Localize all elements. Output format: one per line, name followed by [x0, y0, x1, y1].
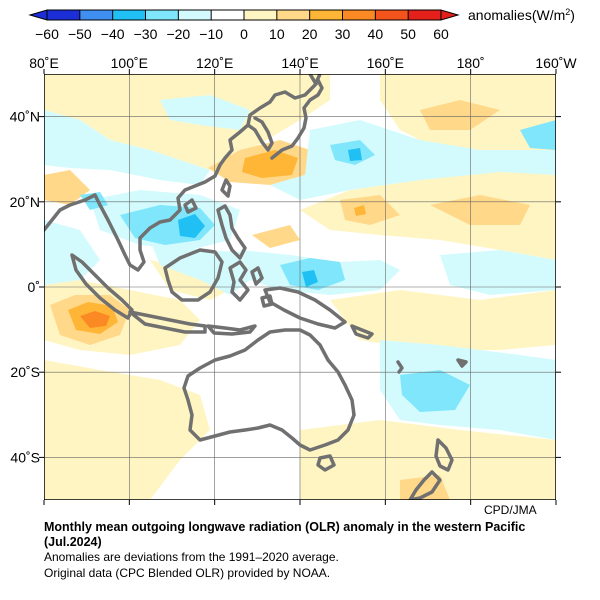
lon-tick-label: 100˚E	[111, 55, 148, 71]
colorbar-cell	[244, 10, 278, 20]
colorbar-tick-label: 40	[368, 26, 384, 42]
coastline-sulawesi	[228, 260, 250, 302]
coastline-hainan	[183, 198, 198, 214]
coastline-korea	[246, 116, 274, 152]
anomaly-area-pos30	[354, 205, 366, 216]
latitude-axis: 40˚N 20˚N 0˚ 20˚S 40˚S	[10, 109, 561, 465]
colorbar-cell	[79, 10, 114, 20]
colorbar-ticks: −60 −50 −40 −30 −20 −10 0 10 20 30 40 50 60	[35, 10, 449, 42]
anomaly-area-neg20	[520, 120, 556, 150]
unit-prefix: anomalies(W/m	[468, 7, 565, 23]
anomaly-area-pos20	[430, 195, 530, 225]
coastline-java	[128, 310, 207, 334]
lat-tick-label: 20˚S	[10, 364, 40, 380]
anomaly-area-neg30	[348, 148, 362, 161]
lat-tick-label: 0˚	[28, 279, 40, 295]
lon-tick-label: 160˚W	[535, 55, 577, 71]
anomaly-area-neg10	[270, 120, 556, 200]
lon-tick-label: 140˚E	[281, 55, 318, 71]
anomaly-area-neg10	[440, 250, 556, 295]
colorbar-cell	[112, 10, 146, 20]
colorbar-tick-label: −30	[134, 26, 158, 42]
coastline-vanuatu-fiji	[396, 358, 468, 374]
colorbar-cell	[342, 10, 376, 20]
anomaly-area-neg10	[44, 110, 210, 185]
colorbar-cell	[276, 10, 311, 20]
credit-label: CPD/JMA	[484, 503, 537, 517]
coastline-nusa-tenggara	[206, 324, 257, 336]
colorbar-tick-label: 20	[302, 26, 318, 42]
anomaly-area-neg30	[178, 214, 205, 238]
colorbar-cell	[178, 10, 212, 20]
anomaly-area-pos10	[330, 290, 556, 350]
coastline-maluku	[250, 266, 274, 308]
anomaly-area-pos10	[300, 170, 556, 260]
anomaly-area-pos20	[252, 225, 300, 248]
colorbar-cell	[145, 10, 179, 20]
colorbar-cells	[47, 10, 442, 20]
longitude-axis: 80˚E 100˚E 120˚E 140˚E 160˚E 180˚ 160˚W	[29, 55, 577, 505]
colorbar-cell	[211, 10, 245, 20]
colorbar-tick-label: −20	[166, 26, 190, 42]
anomaly-area-neg10	[150, 240, 250, 295]
coastline-new-zealand	[408, 438, 454, 500]
positive-anomaly-shading	[44, 74, 556, 500]
anomaly-area-pos20	[340, 195, 400, 225]
coastline-taiwan	[220, 178, 232, 198]
lon-tick-label: 180˚	[457, 55, 485, 71]
caption-note-source: Original data (CPC Blended OLR) provided…	[44, 566, 331, 580]
anomaly-area-neg30	[302, 270, 318, 287]
anomaly-area-pos40	[80, 311, 110, 328]
colorbar-tick-label: 50	[400, 26, 416, 42]
lat-tick-label: 20˚N	[10, 194, 40, 210]
anomaly-area-pos10	[44, 360, 210, 500]
lat-tick-label: 40˚S	[10, 449, 40, 465]
coastline-tasmania	[316, 454, 336, 472]
colorbar-left-arrow	[28, 9, 48, 21]
anomaly-area-pos30	[242, 150, 298, 178]
coastlines	[44, 74, 468, 500]
anomaly-area-pos20	[420, 100, 500, 130]
colorbar-tick-label: −40	[101, 26, 125, 42]
colorbar-tick-label: −10	[199, 26, 223, 42]
coastline-new-guinea	[263, 286, 347, 330]
coastline-japan	[270, 74, 324, 160]
colorbar-tick-label: 30	[335, 26, 351, 42]
coastline-solomon	[350, 324, 374, 340]
coastline-australia	[182, 328, 356, 452]
colorbar-cell	[375, 10, 409, 20]
unit-suffix: )	[570, 7, 575, 23]
coastline-borneo	[163, 248, 224, 302]
colorbar-tick-label: −60	[35, 26, 59, 42]
colorbar-cell	[408, 10, 442, 20]
anomaly-area-neg10	[160, 95, 250, 130]
anomaly-area-neg10	[380, 340, 556, 440]
lon-tick-label: 120˚E	[196, 55, 233, 71]
caption-note-baseline: Anomalies are deviations from the 1991–2…	[44, 550, 339, 564]
anomaly-area-pos20	[44, 170, 90, 205]
colorbar-tick-label: 0	[240, 26, 248, 42]
colorbar-cell	[309, 10, 343, 20]
anomaly-area-neg10	[44, 220, 100, 285]
lon-tick-label: 80˚E	[29, 55, 59, 71]
negative-anomaly-shading	[44, 95, 556, 440]
anomaly-area-neg20	[400, 370, 470, 412]
colorbar-tick-label: 60	[433, 26, 449, 42]
colorbar-right-arrow	[440, 9, 460, 21]
colorbar: −60 −50 −40 −30 −20 −10 0 10 20 30 40 50 60 anomalie…	[28, 7, 575, 42]
coastline-philippines	[216, 204, 247, 260]
colorbar-cell	[47, 10, 81, 20]
colorbar-tick-label: 10	[269, 26, 285, 42]
map-panel	[44, 74, 556, 500]
caption-title: Monthly mean outgoing longwave radiation…	[44, 520, 526, 549]
unit-sup: 2	[565, 7, 570, 17]
colorbar-tick-label: −50	[68, 26, 92, 42]
lon-tick-label: 160˚E	[367, 55, 404, 71]
coastline-asia-mainland	[44, 74, 322, 272]
colorbar-unit-label: anomalies(W/m2)	[468, 7, 575, 23]
anomaly-area-pos10	[300, 420, 556, 500]
lat-tick-label: 40˚N	[10, 109, 40, 125]
